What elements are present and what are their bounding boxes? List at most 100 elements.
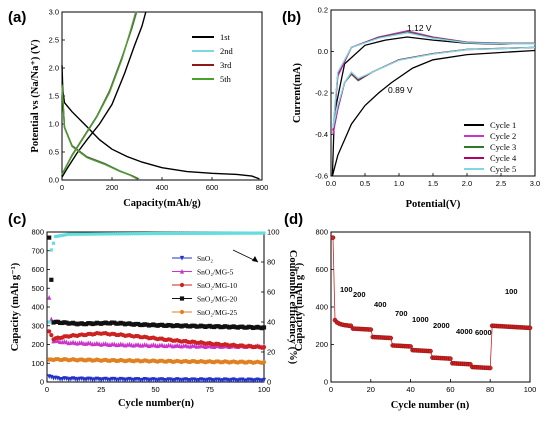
panel-c-point	[47, 329, 52, 334]
panel-b-legend-label: Cycle 4	[490, 153, 517, 163]
panel-c-ylabel-right: Coulombic efficiency (%)	[287, 250, 298, 365]
panel-c-legend-marker	[179, 282, 185, 288]
panel-d-point	[487, 365, 493, 371]
panel-c-ce-point	[221, 231, 225, 235]
annotation-peak-red: 0.89 V	[388, 85, 413, 95]
panel-c-point	[53, 319, 58, 324]
panel-b-ytick-label: 0.2	[318, 6, 328, 15]
panel-c-xtick-label: 0	[45, 385, 49, 394]
panel-d-point	[527, 325, 533, 331]
panel-d-line	[332, 237, 531, 369]
panel-c-point	[68, 321, 73, 326]
panel-a-legend-label: 2nd	[220, 46, 234, 56]
panel-a-series-5th-charge	[61, 11, 137, 175]
panel-c-point	[47, 235, 52, 240]
panel-c-point	[131, 322, 136, 327]
panel-c-ce-point	[112, 232, 116, 236]
panel-c-point	[261, 360, 267, 365]
panel-c-legend-label: SnO₂/MG-20	[197, 295, 237, 304]
panel-c-legend-marker	[179, 296, 185, 301]
panel-c-ce-point	[238, 231, 242, 235]
panel-c-point	[188, 324, 193, 329]
panel-c-point	[49, 333, 54, 338]
panel-b-xtick-label: 0.0	[326, 179, 336, 188]
panel-c-point	[142, 322, 147, 327]
panel-c-point	[144, 322, 149, 327]
panel-c-point	[136, 321, 141, 327]
panel-c-ce-point	[110, 232, 114, 236]
panel-c-ytick-label: 200	[31, 340, 44, 349]
panel-d-rate-label: 400	[374, 300, 387, 309]
panel-c-ce-point	[156, 231, 160, 236]
panel-c-point	[114, 321, 119, 326]
panel-c-point	[112, 320, 117, 325]
panel-c-ce-point	[145, 231, 149, 236]
panel-c-point	[88, 321, 93, 326]
panel-c-ce-point	[75, 232, 79, 236]
panel-c-point	[107, 321, 113, 326]
panel-d-point	[448, 356, 453, 361]
panel-a-xtick-label: 0	[60, 183, 64, 192]
panel-a-series-2nd-charge	[61, 11, 138, 175]
panel-c-point	[222, 324, 228, 329]
panel-c-point	[214, 324, 219, 329]
panel-c-ce-point	[258, 231, 262, 235]
panel-c-ce-point	[223, 231, 227, 235]
panel-c-point	[49, 277, 54, 282]
panel-c-legend-marker	[179, 255, 185, 261]
panel-a-legend-label: 3rd	[220, 60, 232, 70]
panel-c-point	[177, 323, 182, 328]
panel-c-ce-point	[171, 231, 175, 236]
panel-c-ytick-label: 800	[31, 228, 44, 237]
panel-c-ce-point	[95, 232, 99, 236]
panel-c-ce-point	[201, 231, 205, 235]
panel-c-point	[73, 321, 78, 326]
panel-c-ce-point	[121, 232, 125, 236]
panel-b-xtick-label: 1.0	[394, 179, 404, 188]
panel-c-ce-point	[60, 233, 64, 237]
panel-a-xtick-label: 800	[256, 183, 269, 192]
panel-c-ylabel: Capacity (mAh g⁻¹)	[10, 262, 21, 351]
panel-c-point	[238, 324, 243, 329]
panel-c-point	[105, 321, 110, 326]
panel-c-ce-point	[64, 233, 69, 237]
panel-c-ce-point	[56, 234, 60, 238]
panel-c-ce-point	[188, 231, 192, 235]
panel-c-point	[125, 321, 130, 326]
panel-c-point	[159, 322, 165, 327]
panel-c-ce-point	[127, 232, 132, 236]
panel-c-ce-point	[149, 231, 153, 236]
panel-c-ytick-right-label: 80	[267, 258, 275, 267]
panel-c-point	[110, 320, 115, 325]
panel-c-point	[47, 295, 52, 300]
panel-c-ce-point	[47, 320, 51, 324]
panel-c-point	[86, 321, 91, 326]
panel-c-point	[138, 322, 143, 328]
panel-c-ce-point	[262, 231, 266, 235]
panel-c-ce-point	[140, 232, 145, 236]
panel-d-rate-label: 1000	[412, 315, 429, 324]
panel-c-point	[57, 320, 63, 325]
panel-c-ce-point	[51, 241, 56, 245]
panel-d-rate-label: 4000	[456, 327, 473, 336]
panel-c-point	[175, 323, 180, 328]
panel-c-ce-point	[117, 232, 121, 236]
panel-c-ce-point	[197, 231, 201, 235]
panel-c-point	[207, 323, 212, 329]
panel-c-point	[127, 321, 132, 326]
panel-c-ce-point	[58, 234, 62, 238]
panel-c-ce-point	[54, 234, 58, 239]
panel-c-point	[209, 324, 215, 329]
panel-a-ytick-label: 0.0	[49, 176, 59, 185]
panel-d-rate-label: 6000	[475, 328, 492, 337]
panel-c-ce-point	[138, 232, 142, 236]
panel-c-point	[55, 338, 60, 343]
panel-a-series-1st-discharge	[61, 65, 260, 180]
panel-c-point	[231, 324, 236, 329]
panel-c-legend-label: SnO₂/MG-5	[197, 268, 234, 277]
panel-c-ce-point	[208, 231, 212, 235]
panel-c-point	[157, 322, 162, 328]
panel-c-ce-point	[173, 231, 177, 236]
panel-b-ylabel: Current(mA)	[292, 63, 303, 123]
